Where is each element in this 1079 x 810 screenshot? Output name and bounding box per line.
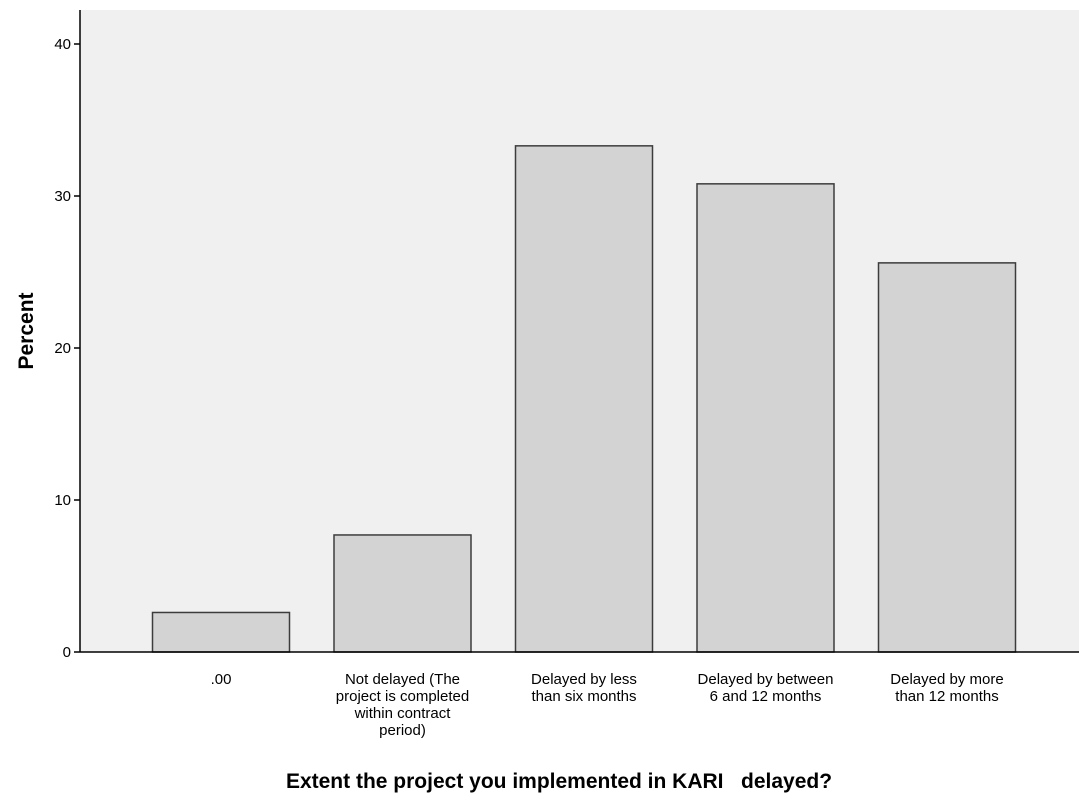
x-tick-label-1: .00 — [211, 671, 232, 688]
y-tick-label: 0 — [63, 644, 71, 661]
bar-5 — [877, 262, 1017, 653]
x-tick-label-2: Not delayed (The project is completed with… — [336, 671, 469, 739]
axes — [79, 10, 1079, 653]
y-axis-title: Percent — [15, 292, 38, 369]
y-ticks: 0 10 20 30 40 — [54, 36, 80, 661]
bar-2 — [333, 534, 472, 653]
x-axis-title: Extent the project you implemented in KA… — [286, 770, 832, 793]
bars — [151, 145, 1017, 653]
y-tick-label: 30 — [54, 188, 71, 205]
bar-1 — [151, 611, 291, 653]
x-tick-label-4: Delayed by between 6 and 12 months — [698, 671, 834, 705]
x-tick-label-5: Delayed by more than 12 months — [890, 671, 1003, 705]
y-tick-label: 40 — [54, 36, 71, 53]
x-tick-label-3: Delayed by less than six months — [531, 671, 637, 705]
x-tick-labels: .00 Not delayed (The project is completed w… — [211, 671, 1004, 739]
bar-4 — [696, 183, 835, 653]
y-tick-label: 10 — [54, 492, 71, 509]
y-tick-label: 20 — [54, 340, 71, 357]
bar-3 — [514, 145, 654, 653]
